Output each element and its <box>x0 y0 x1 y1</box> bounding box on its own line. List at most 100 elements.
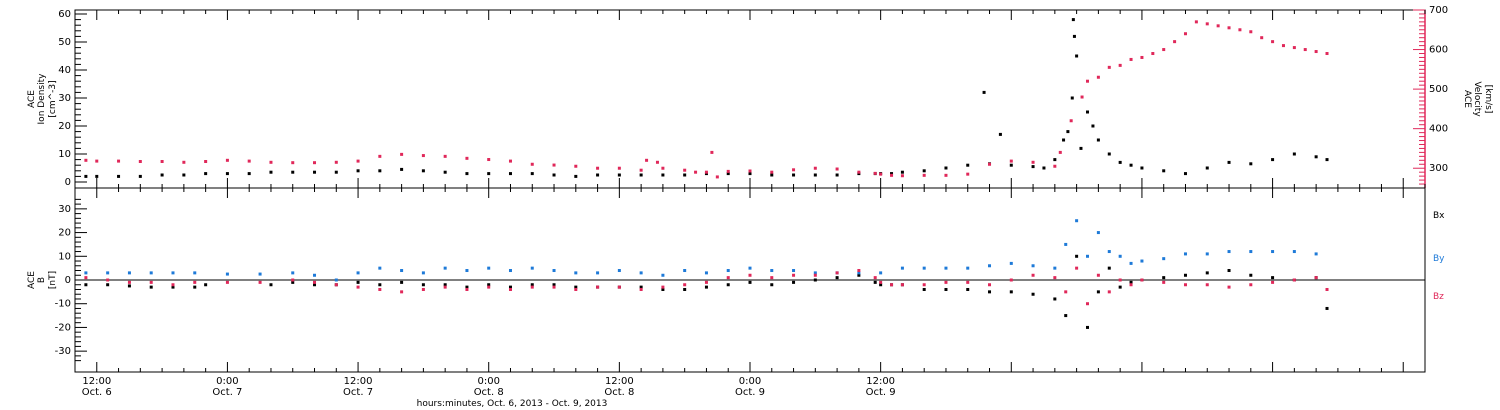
density-point <box>269 170 273 174</box>
time-tick-label: 12:00 <box>82 376 111 387</box>
plasma-data-points <box>84 18 1329 179</box>
density-point <box>770 173 774 177</box>
velocity-point <box>95 159 99 163</box>
density-point <box>966 163 970 167</box>
velocity-point <box>704 170 708 174</box>
bz-point <box>813 273 817 277</box>
density-point <box>443 170 447 174</box>
bz-point <box>149 280 153 284</box>
bz-point <box>552 285 556 289</box>
by-point <box>1140 259 1144 263</box>
velocity-point <box>356 159 360 163</box>
velocity-point <box>1303 48 1307 52</box>
density-point <box>530 172 534 176</box>
bx-point <box>204 283 208 287</box>
b-axis-ticks: -30 -20 -10 0 10 20 30 <box>55 198 87 362</box>
density-point <box>1062 138 1066 142</box>
velocity-tick-label: 500 <box>1429 84 1448 95</box>
velocity-point <box>1173 40 1177 44</box>
bx-point <box>1118 285 1122 289</box>
velocity-point <box>1140 55 1144 59</box>
velocity-point <box>1314 50 1318 54</box>
density-point <box>982 90 986 94</box>
velocity-point <box>465 156 469 160</box>
bx-point <box>770 283 774 287</box>
density-point <box>1140 166 1144 170</box>
bz-point <box>900 283 904 287</box>
density-tick-label: 30 <box>58 93 71 104</box>
bz-point <box>378 287 382 291</box>
bx-point <box>465 285 469 289</box>
velocity-point <box>182 160 186 164</box>
density-point <box>313 170 317 174</box>
velocity-point <box>378 154 382 158</box>
velocity-point <box>1107 65 1111 69</box>
bz-point <box>1205 283 1209 287</box>
density-axis-label-line3: [cm^-3] <box>48 80 58 117</box>
density-point <box>1118 160 1122 164</box>
bx-point <box>421 283 425 287</box>
velocity-point <box>1325 52 1329 56</box>
by-point <box>1118 254 1122 258</box>
bz-point <box>1096 273 1100 277</box>
density-point <box>1053 158 1057 162</box>
density-point <box>1075 54 1079 58</box>
velocity-point <box>1260 36 1264 40</box>
density-point <box>356 169 360 173</box>
bz-point <box>313 280 317 284</box>
bx-point <box>748 280 752 284</box>
velocity-point <box>421 154 425 158</box>
velocity-point <box>944 173 948 177</box>
density-point <box>247 172 251 176</box>
density-axis-ticks: 0 10 20 30 40 50 60 <box>58 9 87 188</box>
density-point <box>596 173 600 177</box>
density-point <box>508 172 512 176</box>
velocity-point <box>835 167 839 171</box>
bx-point <box>1096 290 1100 294</box>
density-point <box>291 170 295 174</box>
velocity-point <box>1292 46 1296 50</box>
velocity-point <box>1194 20 1198 24</box>
by-point <box>574 271 578 275</box>
by-point <box>1107 250 1111 254</box>
plasma-panel: 0 10 20 30 40 50 60 300 400 500 600 700 ACE Ion De… <box>27 5 1493 189</box>
legend-bx: Bx <box>1433 211 1445 221</box>
density-point <box>465 172 469 176</box>
bx-point <box>1031 292 1035 296</box>
velocity-point <box>1151 52 1155 56</box>
velocity-point <box>291 161 295 165</box>
by-point <box>1009 261 1013 265</box>
bx-point <box>873 280 877 284</box>
bx-point <box>1183 273 1187 277</box>
bx-point <box>988 290 992 294</box>
by-point <box>530 266 534 270</box>
density-point <box>813 173 817 177</box>
velocity-point <box>617 166 621 170</box>
bx-point <box>356 280 360 284</box>
bz-point <box>1075 266 1079 270</box>
density-point <box>1227 160 1231 164</box>
density-tick-label: 60 <box>58 9 71 20</box>
bz-point <box>683 283 687 287</box>
bx-point <box>944 287 948 291</box>
by-point <box>1249 250 1253 254</box>
velocity-point <box>204 159 208 163</box>
velocity-point <box>1183 32 1187 36</box>
density-point <box>1325 158 1329 162</box>
velocity-point <box>1281 44 1285 48</box>
bz-point <box>639 287 643 291</box>
bx-point <box>508 285 512 289</box>
density-point <box>334 170 338 174</box>
density-point <box>1249 162 1253 166</box>
bz-point <box>922 283 926 287</box>
density-point <box>998 132 1002 136</box>
by-point <box>313 273 317 277</box>
density-point <box>1271 158 1275 162</box>
density-tick-label: 0 <box>65 177 71 188</box>
velocity-point <box>1069 119 1073 123</box>
x-axis-label: hours:minutes, Oct. 6, 2013 - Oct. 9, 20… <box>417 399 608 409</box>
date-tick-label: Oct. 9 <box>866 387 896 398</box>
density-point <box>84 174 88 178</box>
bz-point <box>1314 276 1318 280</box>
density-point <box>748 172 752 176</box>
